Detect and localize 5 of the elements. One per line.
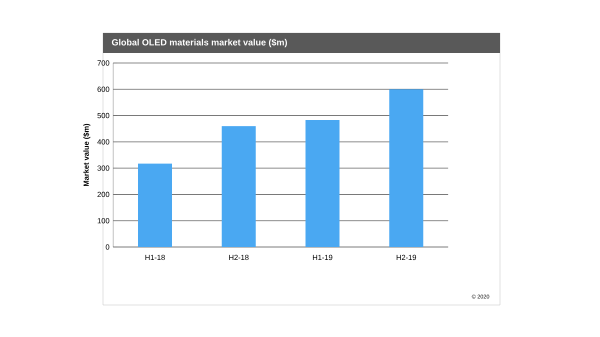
bar	[138, 164, 172, 247]
chart-title: Global OLED materials market value ($m)	[112, 38, 287, 48]
bar	[306, 120, 340, 247]
bar	[222, 126, 256, 247]
bar	[389, 89, 424, 247]
